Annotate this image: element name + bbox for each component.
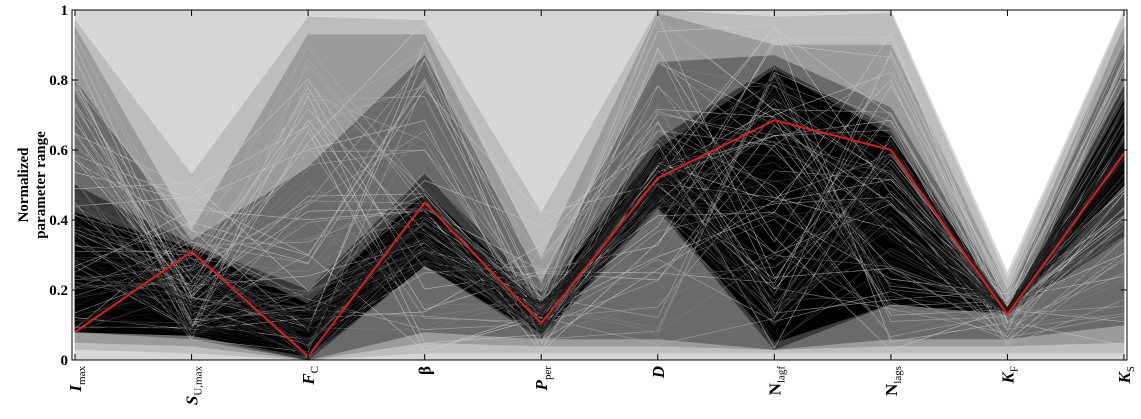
category-main: D: [649, 366, 668, 379]
trajectory-line: [74, 47, 1125, 340]
trajectory-line: [74, 72, 1125, 340]
trajectory-line: [74, 64, 1125, 344]
trajectory-line: [74, 24, 1125, 346]
x-category-text: SU,max: [183, 366, 205, 406]
trajectory-line: [74, 184, 1125, 316]
x-category-label: SU,max: [183, 366, 205, 406]
y-tick-label: 0.4: [49, 213, 68, 229]
category-subscript: F: [1008, 366, 1020, 372]
trajectory-line: [74, 59, 1125, 352]
x-category-label: KS: [1115, 366, 1137, 384]
trajectory-line: [74, 49, 1125, 345]
trajectory-line: [74, 126, 1125, 339]
best-parameter-line: [74, 119, 1125, 358]
x-category-text: FC: [299, 366, 321, 386]
trajectory-line: [74, 77, 1125, 316]
trajectory-line: [74, 141, 1125, 353]
trajectory-line: [74, 154, 1125, 326]
x-category-label: β: [416, 366, 435, 375]
trajectory-line: [74, 65, 1125, 329]
category-subscript: U,max: [193, 366, 205, 396]
y-axis: 0 0.2 0.4 0.6 0.8 1: [49, 3, 1127, 369]
category-subscript: per: [542, 366, 554, 380]
trajectory-line: [74, 146, 1125, 316]
category-main: N: [882, 383, 901, 396]
x-category-text: KF: [998, 366, 1020, 384]
trajectory-line: [74, 133, 1125, 353]
y-tick-label: 0: [61, 353, 69, 369]
x-category-label: KF: [998, 366, 1020, 384]
trajectory-line: [74, 129, 1125, 331]
category-subscript: max: [76, 366, 88, 385]
trajectory-line: [74, 144, 1125, 333]
y-tick-label: 1: [61, 3, 69, 19]
x-category-text: KS: [1115, 366, 1137, 384]
trajectory-line: [74, 103, 1125, 319]
trajectory-line: [74, 109, 1125, 332]
x-category-label: D: [649, 366, 668, 379]
category-main: P: [532, 379, 551, 391]
x-category-label: Nlagf: [765, 366, 787, 396]
trajectory-line: [74, 14, 1125, 353]
category-main: F: [299, 373, 318, 386]
trajectory-line: [74, 59, 1125, 346]
category-main: K: [1115, 370, 1134, 384]
y-label-group: Normalized parameter range: [16, 131, 49, 239]
x-category-text: β: [416, 366, 435, 375]
category-subscript: S: [1125, 366, 1137, 372]
y-axis-label: Normalized parameter range: [16, 131, 49, 239]
trajectory-line: [74, 140, 1125, 336]
trajectory-line: [74, 139, 1125, 333]
y-tick-label: 0.2: [49, 283, 68, 299]
best-parameter-set: [74, 119, 1125, 358]
trajectory-line: [74, 64, 1125, 337]
category-subscript: C: [309, 366, 321, 373]
trajectory-line: [74, 128, 1125, 334]
x-category-label: FC: [299, 366, 321, 386]
trajectory-line: [74, 136, 1125, 334]
trajectory-line: [74, 144, 1125, 341]
y-label-line: parameter range: [33, 131, 49, 239]
trajectory-line: [74, 84, 1125, 331]
category-main: S: [183, 396, 202, 405]
trajectory-line: [74, 92, 1125, 356]
x-category-text: Nlagf: [765, 366, 787, 396]
category-main: K: [998, 370, 1017, 384]
y-tick-label: 0.8: [49, 73, 68, 89]
y-tick-label: 0.6: [49, 143, 68, 159]
trajectory-line: [74, 191, 1125, 347]
y-label-line: Normalized: [16, 147, 32, 223]
category-subscript: lags: [892, 366, 904, 384]
category-subscript: lagf: [775, 366, 787, 383]
trajectory-line: [74, 19, 1125, 341]
plot-frame: [71, 9, 1128, 361]
x-category-label: Nlags: [882, 366, 904, 396]
trajectory-line: [74, 101, 1125, 320]
x-category-label: Imax: [66, 366, 88, 393]
category-main: N: [765, 382, 784, 395]
category-main: β: [416, 366, 435, 375]
x-category-text: Nlags: [882, 366, 904, 396]
trajectory-line: [74, 163, 1125, 341]
trajectory-line: [74, 93, 1125, 330]
x-category-text: D: [649, 366, 668, 379]
category-main: I: [66, 384, 85, 393]
x-category-text: Pper: [532, 366, 554, 392]
x-category-label: Pper: [532, 366, 554, 392]
x-category-text: Imax: [66, 366, 88, 393]
